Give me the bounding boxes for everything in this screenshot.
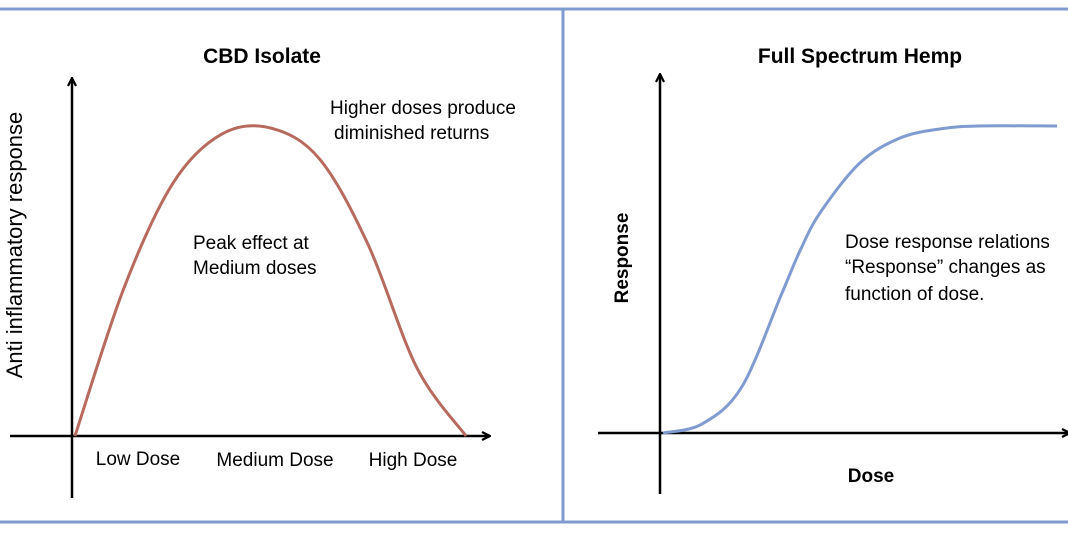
annotation-line: diminished returns [334,123,489,144]
y-axis-label: Anti inflammatory response [2,112,27,379]
series-line [662,124,1058,435]
chart-title: CBD Isolate [203,45,321,68]
annotation-line: “Response” changes as [845,257,1046,278]
chart-cbd-isolate: CBD Isolate Anti inflammatory response L… [2,45,516,498]
chart-full-spectrum-hemp: Full Spectrum Hemp Response Dose Dose re… [598,45,1068,494]
annotation-line: Peak effect at [193,233,310,254]
series-line [73,124,468,437]
annotation-line: Dose response relations [845,232,1050,253]
annotation-line: Medium doses [193,258,317,279]
annotation-line: function of dose. [845,284,984,305]
annotation-line: Higher doses produce [330,98,516,119]
y-axis-label: Response [612,213,633,304]
x-tick-label: Low Dose [96,449,181,470]
x-tick-label: Medium Dose [216,450,333,471]
panel-frames [0,7,1068,524]
x-axis-label: Dose [848,466,894,487]
chart-title: Full Spectrum Hemp [758,45,962,68]
x-tick-label: High Dose [369,450,458,471]
